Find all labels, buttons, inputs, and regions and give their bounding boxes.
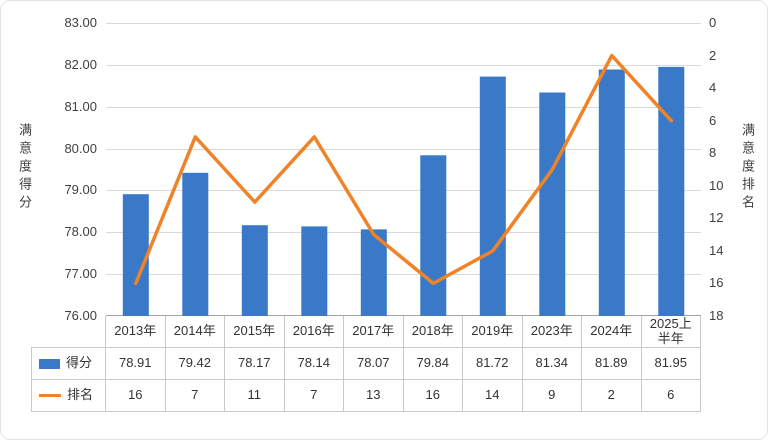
- tick-label: 0: [709, 15, 717, 30]
- score-cell-2017年: 78.07: [344, 348, 404, 380]
- bar-2013年: [122, 194, 149, 316]
- tick-label: 76.00: [64, 308, 97, 323]
- legend-label: 排名: [67, 387, 94, 403]
- score-cell-2014年: 79.42: [165, 348, 225, 380]
- year-header-cell: 2013年: [106, 316, 166, 348]
- tick-label: 10: [709, 177, 724, 193]
- tick-label: 8: [709, 145, 717, 161]
- rank-legend-cell: 排名: [31, 380, 106, 412]
- rank-legend-swatch: [39, 394, 61, 397]
- bar-2014年: [182, 172, 209, 316]
- bar-2018年: [420, 155, 447, 316]
- bar-2023年: [539, 92, 566, 316]
- bar-2025上半年: [658, 66, 685, 317]
- bar-2016年: [301, 226, 328, 316]
- data-table: 2013年 2014年 2015年 2016年 2017年 2018年 2019年 2023年…: [31, 316, 701, 412]
- legend-label: 得分: [66, 355, 93, 371]
- bar-2024年: [598, 69, 625, 316]
- score-cell-2015年: 78.17: [225, 348, 285, 380]
- tick-label: 16: [709, 275, 724, 291]
- left-axis-ticks: 83.00 82.00 81.00 80.00 79.00 78.00 77.00 76.00: [35, 15, 97, 323]
- score-legend-cell: 得分: [31, 348, 106, 380]
- rank-cell-2018年: 16: [403, 380, 463, 412]
- score-legend-swatch: [39, 358, 60, 369]
- tick-label: 83.00: [64, 15, 97, 30]
- year-header-cell: 2018年: [403, 316, 463, 348]
- right-axis-ticks: 0 2 4 6 8 10 12 14 16 18: [709, 15, 743, 323]
- rank-cell-2025上半年: 6: [641, 380, 701, 412]
- year-header-cell: 2016年: [284, 316, 344, 348]
- year-header-cell: 2023年: [522, 316, 582, 348]
- score-cell-2013年: 78.91: [106, 348, 166, 380]
- year-header-cell: 2024年: [582, 316, 642, 348]
- tick-label: 81.00: [64, 98, 97, 114]
- rank-cell-2024年: 2: [582, 380, 642, 412]
- tick-label: 4: [709, 80, 717, 96]
- year-header-cell: 2014年: [165, 316, 225, 348]
- rank-cell-2015年: 11: [225, 380, 285, 412]
- year-header-cell: 2017年: [344, 316, 404, 348]
- score-cell-2018年: 79.84: [403, 348, 463, 380]
- tick-label: 6: [709, 112, 717, 128]
- score-cell-2023年: 81.34: [522, 348, 582, 380]
- year-header-cell: 2019年: [463, 316, 523, 348]
- table-corner-cell: [31, 316, 106, 348]
- tick-label: 12: [709, 210, 724, 226]
- year-header-cell: 2025上半年: [641, 316, 701, 348]
- year-header-cell: 2015年: [225, 316, 285, 348]
- bar-2019年: [479, 76, 506, 316]
- tick-label: 80.00: [64, 140, 97, 156]
- tick-label: 77.00: [64, 266, 97, 282]
- rank-cell-2023年: 9: [522, 380, 582, 412]
- plot-area: [106, 23, 701, 317]
- right-axis-title: 满意度排名: [740, 123, 755, 213]
- score-cell-2024年: 81.89: [582, 348, 642, 380]
- score-cell-2016年: 78.14: [284, 348, 344, 380]
- tick-label: 82.00: [64, 56, 97, 72]
- rank-line: [134, 53, 674, 286]
- bar-2015年: [241, 225, 268, 316]
- tick-label: 79.00: [64, 182, 97, 198]
- left-axis-title: 满意度得分: [17, 123, 32, 213]
- tick-label: 18: [709, 308, 724, 323]
- rank-cell-2013年: 16: [106, 380, 166, 412]
- rank-cell-2017年: 13: [344, 380, 404, 412]
- rank-cell-2016年: 7: [284, 380, 344, 412]
- tick-label: 78.00: [64, 224, 97, 240]
- rank-cell-2019年: 14: [463, 380, 523, 412]
- tick-label: 14: [709, 242, 724, 258]
- rank-cell-2014年: 7: [165, 380, 225, 412]
- score-cell-2019年: 81.72: [463, 348, 523, 380]
- tick-label: 2: [709, 47, 717, 63]
- score-cell-2025上半年: 81.95: [641, 348, 701, 380]
